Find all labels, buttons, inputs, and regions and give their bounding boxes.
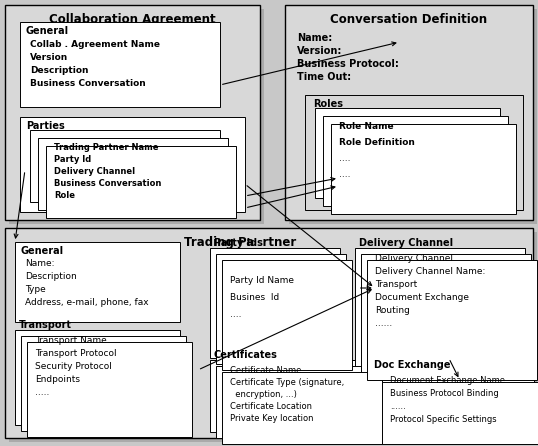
Text: General: General xyxy=(21,246,64,256)
Text: Description: Description xyxy=(30,66,88,75)
Text: Document Exchange Name: Document Exchange Name xyxy=(390,376,505,385)
Bar xyxy=(15,242,180,322)
Bar xyxy=(46,146,236,218)
Bar xyxy=(367,260,537,380)
Text: Roles: Roles xyxy=(313,99,343,109)
Text: Role Definition: Role Definition xyxy=(339,138,415,147)
Text: Certificate Location: Certificate Location xyxy=(230,402,312,411)
Bar xyxy=(376,376,534,438)
Text: Collaboration Agreement: Collaboration Agreement xyxy=(49,13,216,26)
Text: Party Id: Party Id xyxy=(54,155,91,164)
Bar xyxy=(9,9,264,224)
Bar xyxy=(216,366,376,438)
Bar xyxy=(305,95,523,210)
Text: Certificate Type (signature,: Certificate Type (signature, xyxy=(230,378,344,387)
Text: Delivery Channel Name:: Delivery Channel Name: xyxy=(375,267,485,276)
Text: Party Id Name: Party Id Name xyxy=(230,276,294,285)
Bar xyxy=(20,117,245,212)
Bar xyxy=(355,248,525,368)
Text: Business Protocol:: Business Protocol: xyxy=(297,59,399,69)
Bar xyxy=(210,360,370,432)
Text: Party Ids: Party Ids xyxy=(214,238,263,248)
Text: Protocol Specific Settings: Protocol Specific Settings xyxy=(390,415,497,424)
Bar xyxy=(21,336,186,431)
Bar xyxy=(5,228,533,438)
Text: Busines  Id: Busines Id xyxy=(230,293,279,302)
Text: Business Protocol Binding: Business Protocol Binding xyxy=(390,389,499,398)
Text: Type: Type xyxy=(25,285,46,294)
Bar xyxy=(323,116,508,206)
Bar xyxy=(38,138,228,210)
Bar xyxy=(222,372,382,444)
Text: Delivery Channel: Delivery Channel xyxy=(54,167,135,176)
Text: Private Key location: Private Key location xyxy=(230,414,313,423)
Text: Delivery Channel: Delivery Channel xyxy=(375,254,453,263)
Bar xyxy=(289,9,537,224)
Text: Trading Pa  rtner: Trading Pa rtner xyxy=(184,236,296,249)
Text: Trading Partner Name: Trading Partner Name xyxy=(54,143,159,152)
Text: Transport Name: Transport Name xyxy=(35,336,107,345)
Text: Delivery Channel: Delivery Channel xyxy=(359,238,453,248)
Text: Parties: Parties xyxy=(26,121,65,131)
Text: Certificate Name: Certificate Name xyxy=(230,366,301,375)
Bar xyxy=(361,254,530,374)
Text: Address, e-mail, phone, fax: Address, e-mail, phone, fax xyxy=(25,298,148,307)
Text: ....: .... xyxy=(230,310,242,319)
Text: Transport Protocol: Transport Protocol xyxy=(35,349,117,358)
Text: Certificates: Certificates xyxy=(214,350,278,360)
Bar xyxy=(210,248,340,358)
Text: encryption, ...): encryption, ...) xyxy=(230,390,297,399)
Text: Transport: Transport xyxy=(19,320,72,330)
Text: Document Exchange: Document Exchange xyxy=(375,293,469,302)
Bar xyxy=(5,5,260,220)
Bar xyxy=(222,260,352,370)
Text: Security Protocol: Security Protocol xyxy=(35,362,112,371)
Text: Conversation Definition: Conversation Definition xyxy=(330,13,487,26)
Bar xyxy=(331,124,516,214)
Text: Version: Version xyxy=(30,53,68,62)
Text: Business Conversation: Business Conversation xyxy=(54,179,161,188)
Text: Routing: Routing xyxy=(375,306,409,315)
Text: Transport: Transport xyxy=(375,280,417,289)
Text: Collab . Agreement Name: Collab . Agreement Name xyxy=(30,40,160,49)
Text: Role Name: Role Name xyxy=(339,122,393,131)
Text: ......: ...... xyxy=(390,402,406,411)
Text: Business Conversation: Business Conversation xyxy=(30,79,146,88)
Text: Version:: Version: xyxy=(297,46,342,56)
Bar xyxy=(27,342,192,437)
Text: Endpoints: Endpoints xyxy=(35,375,80,384)
Bar xyxy=(370,370,528,432)
Text: Role: Role xyxy=(54,191,75,200)
Text: ....: .... xyxy=(339,154,350,163)
Bar xyxy=(30,130,220,202)
Bar xyxy=(20,22,220,107)
Bar xyxy=(15,330,180,425)
Bar xyxy=(9,232,537,442)
Text: General: General xyxy=(26,26,69,36)
Bar xyxy=(315,108,500,198)
Text: .....: ..... xyxy=(35,388,49,397)
Bar xyxy=(285,5,533,220)
Bar xyxy=(216,254,346,364)
Text: Doc Exchange: Doc Exchange xyxy=(374,360,450,370)
Text: ....: .... xyxy=(339,170,350,179)
Text: Description: Description xyxy=(25,272,77,281)
Text: ......: ...... xyxy=(375,319,392,328)
Text: Name:: Name: xyxy=(297,33,332,43)
Text: Name:: Name: xyxy=(25,259,54,268)
Bar xyxy=(382,382,538,444)
Text: Time Out:: Time Out: xyxy=(297,72,351,82)
